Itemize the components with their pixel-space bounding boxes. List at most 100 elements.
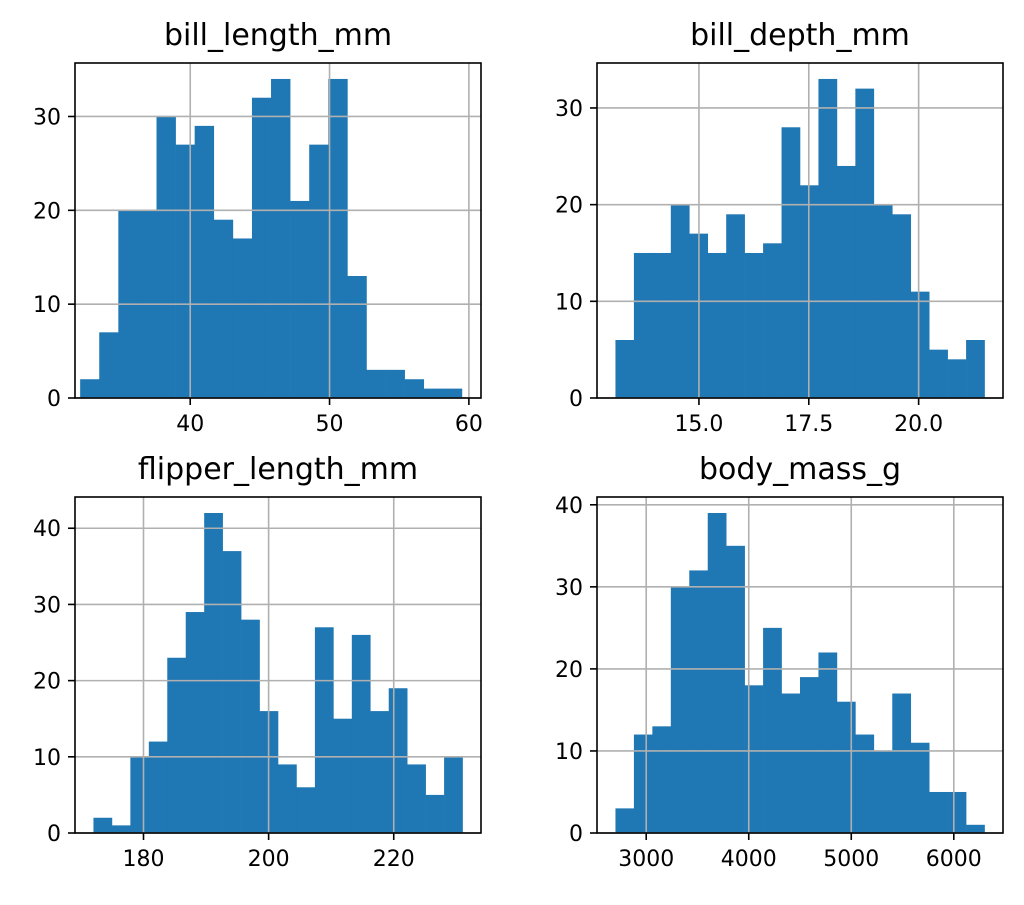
x-tick-label: 5000 (823, 847, 879, 872)
chart-title: body_mass_g (699, 452, 901, 487)
histogram-bar (278, 764, 297, 833)
histogram-bar (194, 125, 215, 398)
histogram-bar (800, 677, 819, 833)
histogram-bar (781, 127, 801, 398)
y-tick-label: 30 (33, 105, 61, 130)
ticks: 40 50 60 0 10 20 30 (33, 105, 483, 437)
histogram-bar (947, 791, 967, 833)
histogram-bar (707, 252, 727, 398)
y-tick-label: 30 (555, 97, 583, 122)
histogram-bar (407, 764, 426, 833)
y-tick-label: 40 (555, 494, 583, 519)
histogram-bar (99, 332, 119, 398)
histogram-bar (873, 750, 893, 833)
histogram-bar (689, 570, 709, 833)
histogram-bar (633, 734, 653, 833)
subplot-bill-depth: bill_depth_mm 15.0 17.5 20.0 0 10 20 30 (555, 18, 1004, 437)
histogram-bar (175, 144, 195, 398)
histogram-bar (213, 219, 234, 398)
histogram-bar (290, 200, 310, 398)
y-tick-label: 30 (555, 576, 583, 601)
y-tick-label: 10 (555, 290, 583, 315)
histogram-bar (966, 339, 985, 398)
x-tick-label: 40 (176, 412, 204, 437)
histogram-bar (633, 252, 653, 398)
histogram-bar (910, 291, 930, 398)
histogram-bar (156, 116, 176, 398)
histogram-bar (222, 551, 242, 833)
histogram-bar (444, 756, 463, 833)
histogram-bar (296, 787, 316, 833)
y-tick-label: 20 (33, 199, 61, 224)
bars (615, 78, 985, 399)
bars (93, 513, 463, 833)
y-tick-label: 20 (33, 670, 61, 695)
subplot-flipper-length: flipper_length_mm 180 200 220 0 10 20 30 40 (33, 452, 482, 872)
ticks: 15.0 17.5 20.0 0 10 20 30 (555, 97, 943, 437)
histogram-bar (818, 78, 838, 398)
histogram-bar (744, 685, 764, 833)
histogram-bar (726, 545, 745, 833)
histogram-bar (148, 741, 168, 833)
histogram-bar (185, 612, 205, 833)
x-tick-label: 180 (123, 847, 165, 872)
x-tick-label: 3000 (618, 847, 674, 872)
x-tick-label: 4000 (721, 847, 777, 872)
histogram-bar (836, 165, 856, 398)
histogram-bar (744, 252, 764, 398)
chart-title: flipper_length_mm (138, 452, 418, 487)
y-tick-label: 20 (555, 194, 583, 219)
histogram-bar (929, 349, 948, 398)
histogram-bar (241, 619, 260, 833)
histogram-bar (726, 214, 745, 398)
histogram-bar (947, 359, 967, 398)
x-tick-label: 50 (316, 412, 344, 437)
histogram-bar (232, 238, 253, 398)
grid (75, 497, 481, 834)
histogram-bar (385, 369, 405, 398)
histogram-bar (366, 369, 386, 398)
histogram-bar (347, 276, 367, 398)
histogram-bar (615, 808, 635, 833)
y-tick-label: 40 (33, 517, 61, 542)
histogram-bar (167, 657, 187, 833)
subplot-bill-length: bill_length_mm 40 50 60 0 10 20 30 (33, 18, 483, 437)
histogram-bar (251, 97, 272, 399)
histogram-bar (309, 144, 329, 398)
histogram-bar (130, 756, 150, 833)
histogram-bar (781, 693, 801, 833)
histogram-bar (333, 718, 353, 833)
histogram-bar (763, 243, 782, 398)
histogram-bar (351, 634, 371, 833)
histogram-bar (80, 379, 100, 398)
histogram-bar (328, 78, 348, 398)
histogram-bar (388, 688, 408, 833)
histogram-bar (855, 88, 875, 399)
x-tick-label: 60 (455, 412, 483, 437)
chart-title: bill_length_mm (164, 18, 392, 53)
histogram-bar (93, 817, 113, 833)
bars (615, 513, 985, 833)
ticks: 3000 4000 5000 6000 0 10 20 30 40 (555, 494, 982, 872)
histogram-bar (370, 711, 390, 833)
histogram-bar (670, 586, 690, 833)
x-tick-label: 17.5 (784, 412, 833, 437)
histogram-bar (423, 388, 444, 398)
histogram-bar (271, 78, 291, 398)
x-tick-label: 220 (373, 847, 415, 872)
histogram-bar (707, 513, 727, 833)
histogram-bar (818, 652, 838, 833)
axes-frame (74, 496, 482, 834)
histogram-bar (929, 791, 948, 833)
histogram-bar (111, 825, 131, 833)
histogram-bar (615, 339, 635, 398)
histogram-bar (836, 701, 856, 833)
y-tick-label: 0 (47, 822, 61, 847)
axes-frame (596, 62, 1004, 399)
histogram-bar (425, 794, 445, 833)
histogram-bar (404, 379, 425, 398)
histogram-bar (204, 513, 223, 833)
y-tick-label: 30 (33, 593, 61, 618)
